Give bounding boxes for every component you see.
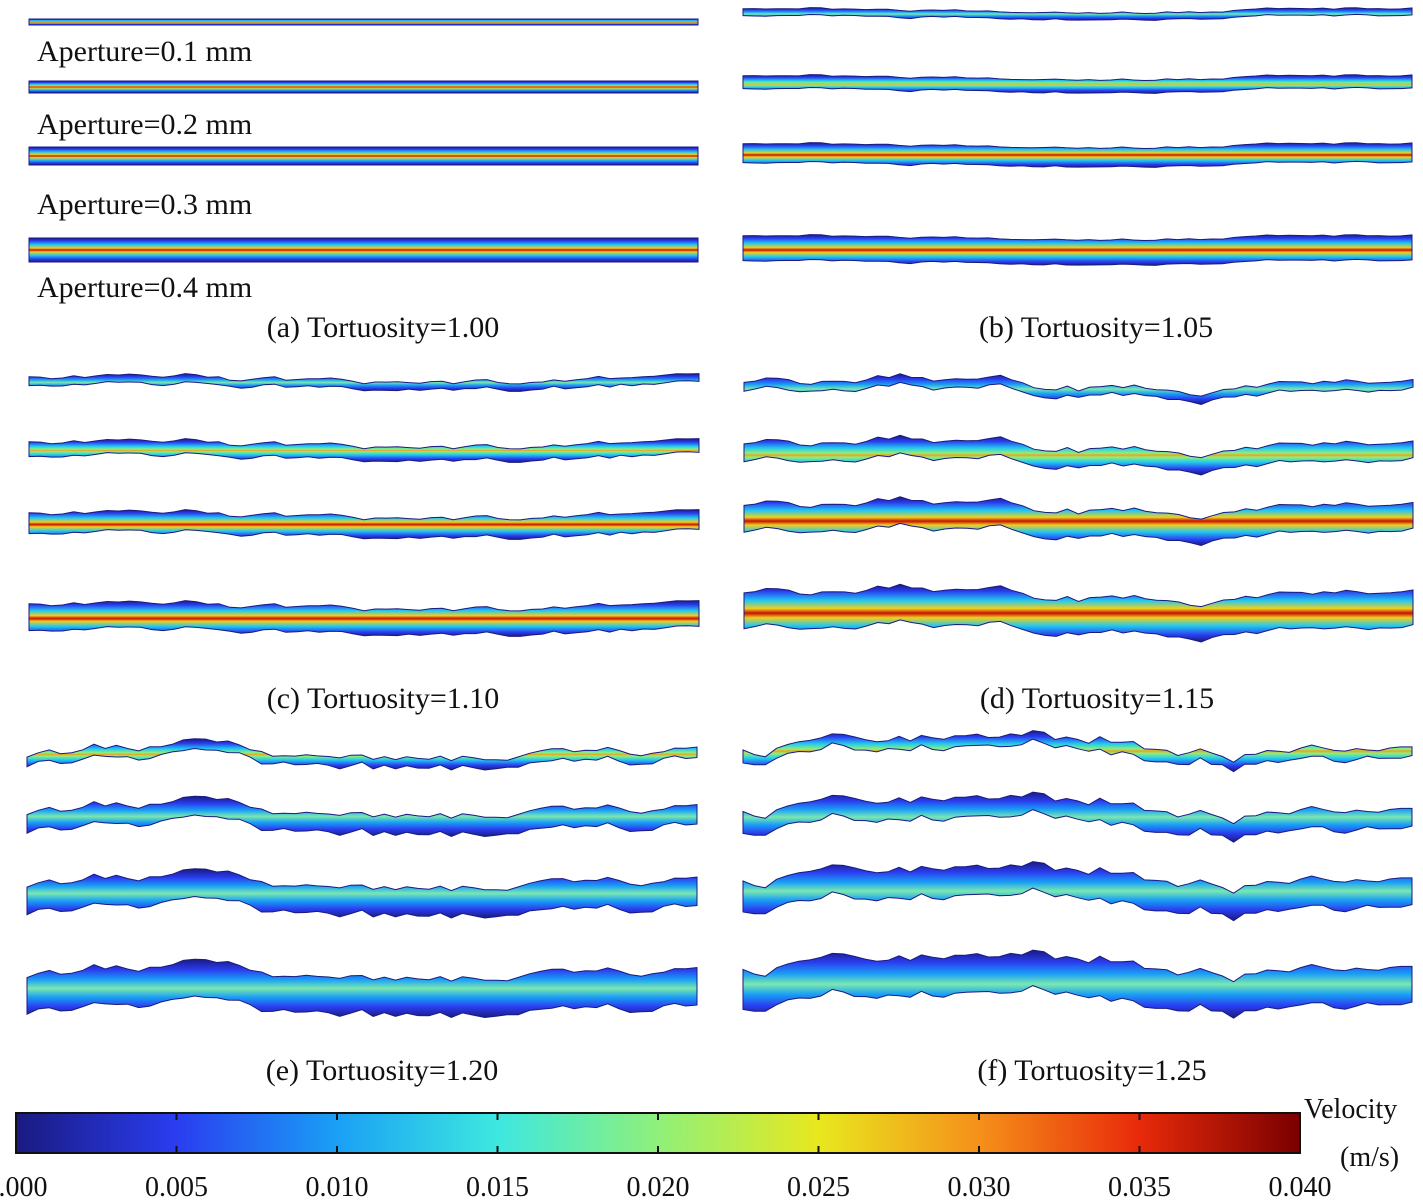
fracture-channel [742,791,1413,843]
panel-b-channels [742,7,1413,266]
fracture-channel [743,373,1414,406]
fracture-channel [28,509,700,540]
colorbar-tick-label: 0.005 [145,1172,208,1202]
panel-a: Aperture=0.1 mm Aperture=0.2 mm Aperture… [28,18,699,344]
fracture-channel [742,74,1413,94]
colorbar-tick-label: 0.015 [466,1172,529,1202]
panel-b: (b) Tortuosity=1.05 [742,7,1413,344]
colorbar-tick-label: 0.030 [948,1172,1011,1202]
panel-a-channels [28,18,699,263]
panel-b-caption: (b) Tortuosity=1.05 [979,311,1213,344]
panel-c: (c) Tortuosity=1.10 [28,373,700,715]
panel-d-caption: (d) Tortuosity=1.15 [980,682,1214,715]
panel-f: (f) Tortuosity=1.25 [742,730,1413,1087]
fracture-channel [743,583,1414,643]
panel-c-caption: (c) Tortuosity=1.10 [267,682,500,715]
panel-d-channels [743,373,1414,643]
colorbar-tick-label: 0.025 [787,1172,850,1202]
colorbar-tick-label: 0.000 [0,1172,48,1202]
fracture-channel [26,738,698,771]
colorbar-tick-label: 0.020 [627,1172,690,1202]
velocity-colorbar: 0.000 0.005 0.010 0.015 0.020 0.025 0.030 0.035… [0,1094,1399,1202]
panel-f-channels [742,730,1413,1019]
panel-f-caption: (f) Tortuosity=1.25 [977,1054,1206,1087]
fracture-channel [28,600,700,637]
fracture-channel [26,795,698,838]
panel-d: (d) Tortuosity=1.15 [743,373,1414,715]
panel-e: (e) Tortuosity=1.20 [26,738,698,1087]
fracture-channel [742,142,1413,168]
aperture-label-0.1: Aperture=0.1 mm [37,35,252,68]
fracture-channel [26,868,698,919]
fracture-channel [742,949,1413,1019]
fracture-channel [28,80,699,94]
panel-a-caption: (a) Tortuosity=1.00 [267,311,500,344]
fracture-channel [28,373,700,392]
aperture-label-0.4: Aperture=0.4 mm [37,271,252,304]
colorbar-tick-label: 0.040 [1269,1172,1332,1202]
fracture-channel [26,958,698,1019]
fracture-channel [743,496,1414,547]
fracture-channel [28,146,699,166]
panel-e-channels [26,738,698,1019]
fracture-channel [28,237,699,263]
fracture-channel [742,861,1413,922]
fracture-channel [28,438,700,463]
fracture-channel [742,7,1413,21]
aperture-label-0.3: Aperture=0.3 mm [37,188,252,221]
fracture-channel [28,18,699,26]
fracture-channel [742,234,1413,266]
aperture-label-0.2: Aperture=0.2 mm [37,108,252,141]
colorbar-tick-label: 0.010 [306,1172,369,1202]
panel-e-caption: (e) Tortuosity=1.20 [266,1054,499,1087]
panel-c-channels [28,373,700,637]
colorbar-unit: (m/s) [1340,1142,1399,1173]
fracture-channel [742,730,1413,773]
colorbar-tick-label: 0.035 [1108,1172,1171,1202]
colorbar-ticks: 0.000 0.005 0.010 0.015 0.020 0.025 0.030 0.035… [0,1113,1332,1202]
colorbar-title: Velocity [1304,1094,1397,1125]
fracture-channel [743,434,1414,476]
